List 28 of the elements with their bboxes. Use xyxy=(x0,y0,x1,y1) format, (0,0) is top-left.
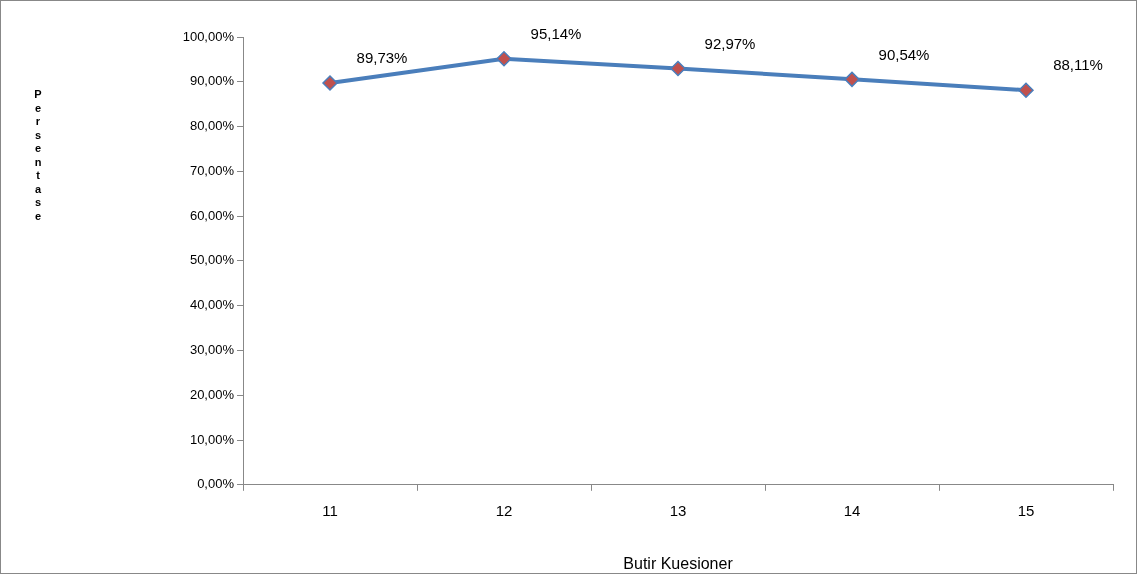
point xyxy=(1018,82,1034,98)
y-tick-label: 40,00% xyxy=(189,297,235,313)
y-tick-label: 90,00% xyxy=(189,73,235,89)
data-label: 90,54% xyxy=(878,45,930,63)
x-tick-label: 11 xyxy=(322,501,338,519)
x-tick-label: 14 xyxy=(843,501,861,519)
point xyxy=(322,75,338,91)
point xyxy=(670,60,686,77)
x-tick-label: 15 xyxy=(1017,501,1035,519)
y-tick-label: 60,00% xyxy=(189,207,235,223)
y-tick-label: 80,00% xyxy=(189,118,235,134)
x-tick-label: 12 xyxy=(495,501,513,519)
y-tick-label: 0,00% xyxy=(197,476,235,492)
x-axis-title: Butir Kuesioner xyxy=(623,554,734,572)
y-tick-label: 30,00% xyxy=(189,342,235,358)
point xyxy=(496,51,512,67)
y-tick-label: 50,00% xyxy=(189,252,235,268)
text: Persentase xyxy=(34,88,42,222)
data-label: 88,11% xyxy=(1053,56,1103,74)
data-label: 95,14% xyxy=(530,24,582,42)
y-tick-label: 100,00% xyxy=(182,28,235,44)
data-label: 92,97% xyxy=(704,34,756,52)
data-label: 89,73% xyxy=(356,49,408,67)
y-tick-label: 70,00% xyxy=(189,162,235,178)
x-tick-label: 13 xyxy=(669,501,687,519)
point xyxy=(844,71,860,88)
y-tick-label: 20,00% xyxy=(189,386,235,402)
y-tick-label: 10,00% xyxy=(189,431,235,447)
